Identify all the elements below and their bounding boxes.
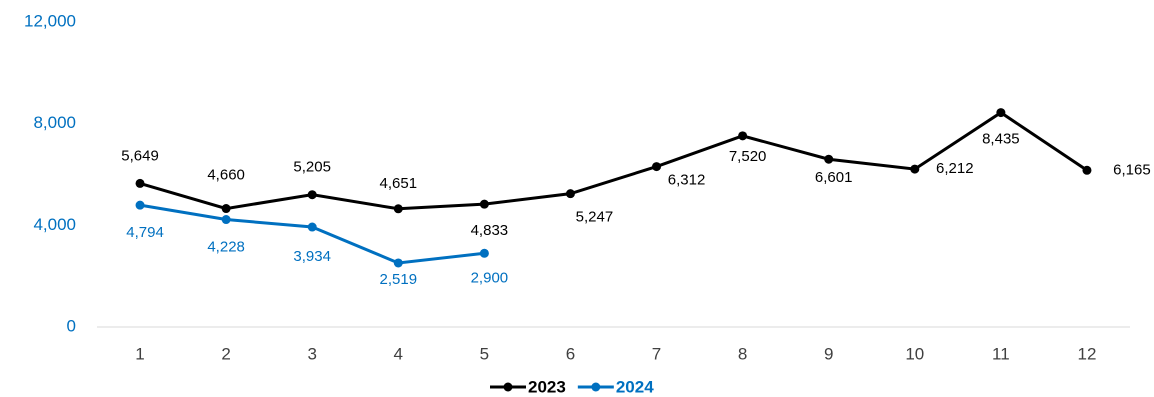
x-tick-label: 5 (480, 344, 489, 363)
data-point (565, 189, 575, 199)
data-label: 6,165 (1113, 161, 1151, 178)
data-point (393, 258, 403, 268)
x-tick-label: 6 (566, 344, 575, 363)
series-line (139, 110, 1088, 211)
y-tick-label: 0 (67, 316, 76, 335)
legend-marker (591, 382, 601, 392)
data-point (221, 215, 231, 225)
data-label: 4,794 (126, 224, 164, 241)
data-point (479, 248, 489, 258)
data-label: 5,205 (293, 159, 331, 176)
data-point (738, 131, 748, 141)
data-label: 6,601 (815, 169, 853, 186)
x-tick-label: 7 (652, 344, 661, 363)
data-point (307, 190, 317, 200)
data-point (910, 164, 920, 174)
data-point (135, 178, 145, 188)
data-label: 3,934 (293, 248, 331, 265)
x-tick-label: 2 (221, 344, 230, 363)
x-tick-label: 9 (824, 344, 833, 363)
x-tick-label: 11 (992, 344, 1010, 363)
data-label: 4,833 (471, 222, 509, 239)
legend-marker (503, 382, 513, 392)
data-label: 4,228 (207, 239, 245, 256)
x-tick-label: 4 (394, 344, 403, 363)
x-tick-label: 12 (1077, 344, 1096, 363)
data-label: 7,520 (729, 148, 767, 165)
legend-label: 2024 (616, 377, 654, 396)
data-point (307, 222, 317, 232)
y-tick-label: 8,000 (33, 113, 76, 132)
data-label: 2,900 (471, 269, 509, 286)
data-point (135, 200, 145, 210)
data-label: 5,649 (121, 147, 159, 164)
data-point (221, 204, 231, 214)
data-label: 8,435 (982, 131, 1020, 148)
data-label: 6,212 (936, 160, 974, 177)
y-tick-label: 4,000 (33, 215, 76, 234)
data-label: 4,660 (207, 167, 245, 184)
y-tick-label: 12,000 (24, 11, 76, 30)
x-tick-label: 10 (905, 344, 924, 363)
data-label: 2,519 (380, 271, 418, 288)
data-point (996, 108, 1006, 118)
x-tick-label: 8 (738, 344, 747, 363)
x-tick-label: 3 (307, 344, 316, 363)
x-tick-label: 1 (135, 344, 144, 363)
data-point (479, 199, 489, 209)
data-point (824, 154, 834, 164)
data-point (393, 204, 403, 214)
data-point (652, 162, 662, 172)
data-point (1082, 165, 1092, 175)
data-label: 6,312 (668, 172, 706, 189)
data-label: 5,247 (576, 209, 614, 226)
legend-label: 2023 (528, 377, 566, 396)
data-label: 4,651 (380, 175, 418, 192)
